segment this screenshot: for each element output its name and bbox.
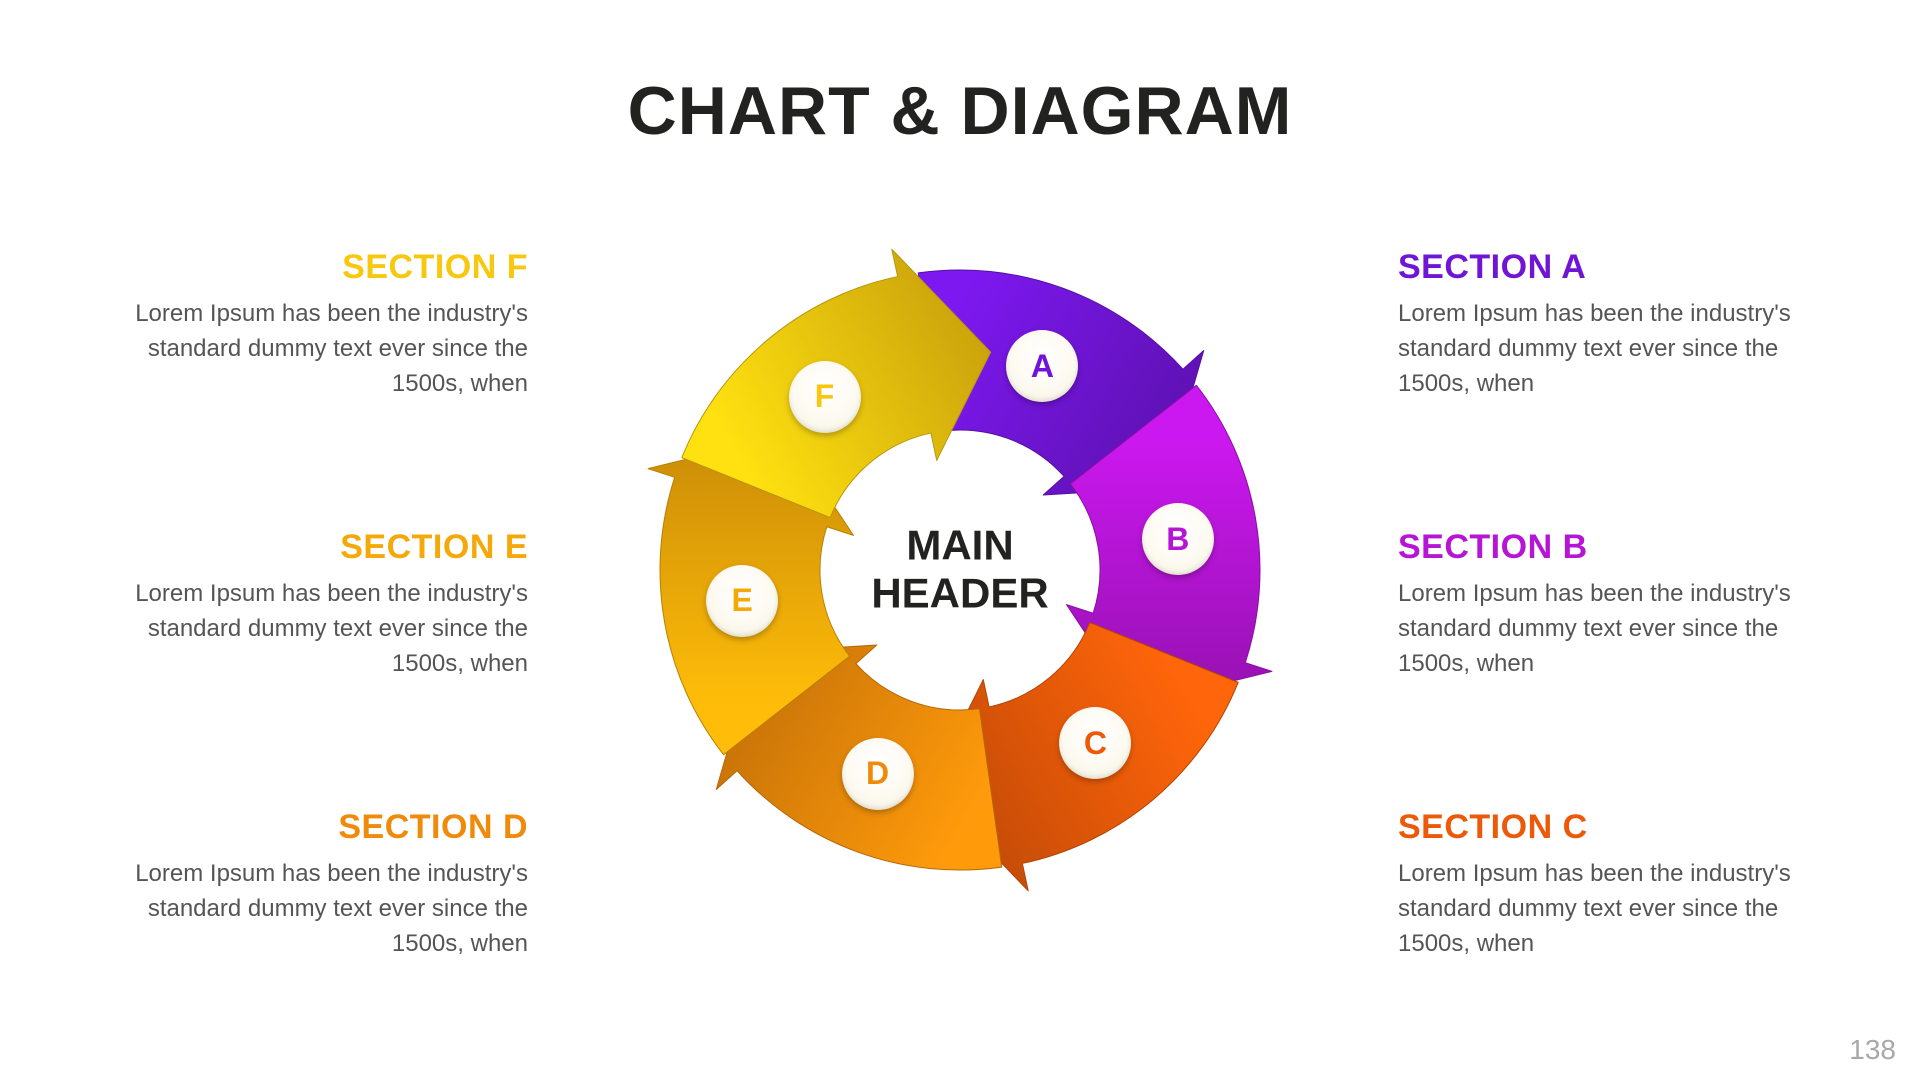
center-line2: HEADER bbox=[871, 570, 1048, 617]
section-d-body: Lorem Ipsum has been the industry's stan… bbox=[98, 857, 528, 961]
page-title: CHART & DIAGRAM bbox=[0, 72, 1920, 150]
page-number: 138 bbox=[1849, 1034, 1896, 1066]
section-c: SECTION C Lorem Ipsum has been the indus… bbox=[1398, 808, 1828, 961]
cycle-diagram: MAIN HEADER A B C D E F bbox=[620, 230, 1300, 910]
section-b-title: SECTION B bbox=[1398, 528, 1828, 567]
section-a: SECTION A Lorem Ipsum has been the indus… bbox=[1398, 248, 1828, 401]
section-d-title: SECTION D bbox=[98, 808, 528, 847]
cycle-badge-f: F bbox=[789, 361, 861, 433]
center-line1: MAIN bbox=[906, 522, 1013, 569]
section-a-title: SECTION A bbox=[1398, 248, 1828, 287]
section-b-body: Lorem Ipsum has been the industry's stan… bbox=[1398, 577, 1828, 681]
section-e-body: Lorem Ipsum has been the industry's stan… bbox=[98, 577, 528, 681]
cycle-badge-e: E bbox=[706, 565, 778, 637]
cycle-badge-b: B bbox=[1142, 503, 1214, 575]
section-a-body: Lorem Ipsum has been the industry's stan… bbox=[1398, 297, 1828, 401]
section-f: SECTION F Lorem Ipsum has been the indus… bbox=[98, 248, 528, 401]
section-c-body: Lorem Ipsum has been the industry's stan… bbox=[1398, 857, 1828, 961]
cycle-badge-a: A bbox=[1006, 330, 1078, 402]
section-b: SECTION B Lorem Ipsum has been the indus… bbox=[1398, 528, 1828, 681]
cycle-badge-c: C bbox=[1059, 707, 1131, 779]
cycle-badge-d: D bbox=[842, 738, 914, 810]
section-d: SECTION D Lorem Ipsum has been the indus… bbox=[98, 808, 528, 961]
section-e: SECTION E Lorem Ipsum has been the indus… bbox=[98, 528, 528, 681]
section-f-title: SECTION F bbox=[98, 248, 528, 287]
section-c-title: SECTION C bbox=[1398, 808, 1828, 847]
center-label: MAIN HEADER bbox=[830, 522, 1090, 619]
section-e-title: SECTION E bbox=[98, 528, 528, 567]
section-f-body: Lorem Ipsum has been the industry's stan… bbox=[98, 297, 528, 401]
